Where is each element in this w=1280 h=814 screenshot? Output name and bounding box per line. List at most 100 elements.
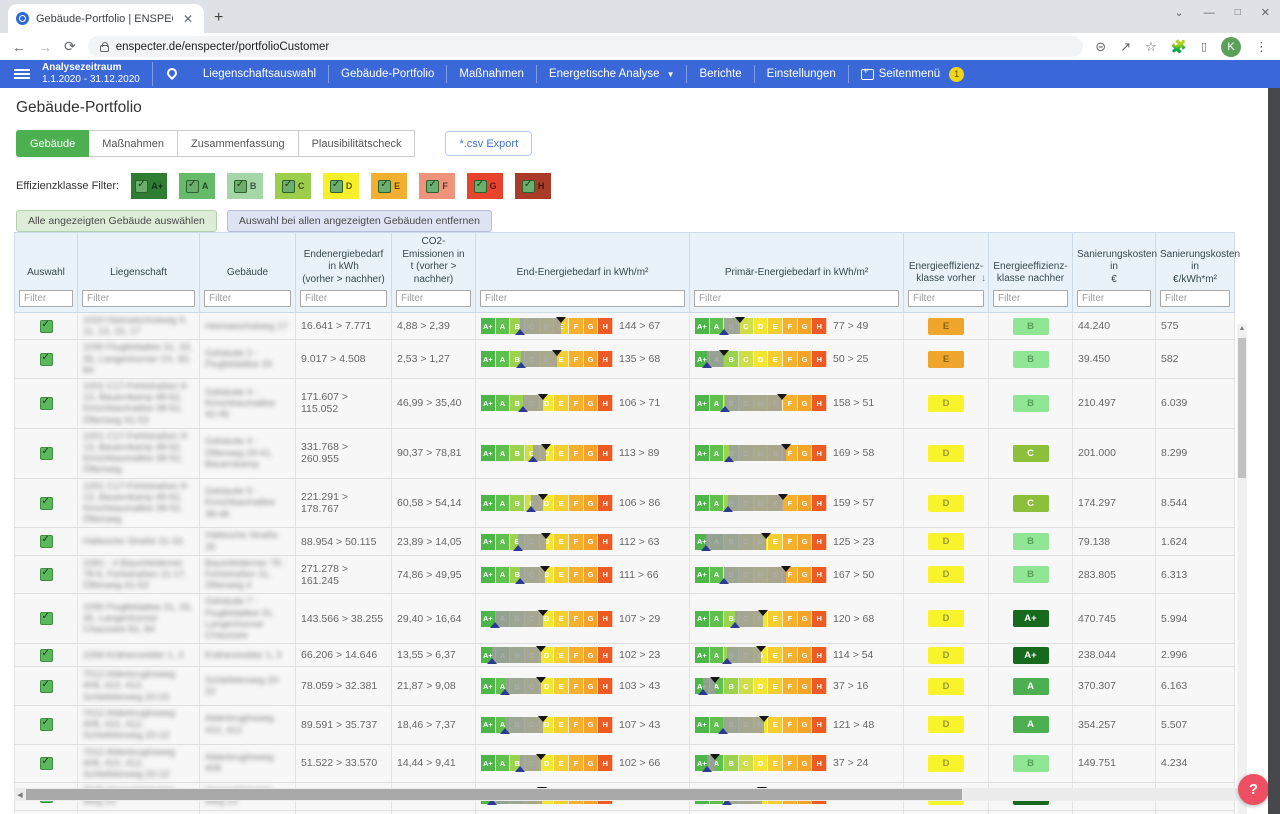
column-header[interactable]: Sanierungskosten in€/kWh*m² bbox=[1156, 232, 1235, 313]
window-menu-icon[interactable]: ⌄ bbox=[1175, 6, 1184, 19]
column-header[interactable]: End-Energiebedarf in kWh/m² bbox=[476, 232, 690, 313]
reload-icon[interactable]: ⟳ bbox=[64, 38, 76, 55]
back-icon[interactable]: ← bbox=[12, 39, 26, 55]
checkbox-checked-icon[interactable] bbox=[426, 180, 439, 193]
row-checkbox[interactable] bbox=[40, 397, 53, 410]
table-vertical-scrollbar[interactable]: ▲ bbox=[1237, 324, 1247, 814]
table-row[interactable]: 7012 Alderbrughsweg 408, 410, 412, Schle… bbox=[14, 667, 1235, 706]
class-filter-chip-g[interactable]: G bbox=[467, 173, 503, 199]
forward-icon[interactable]: → bbox=[38, 39, 52, 55]
column-filter-input[interactable] bbox=[480, 290, 685, 307]
column-header[interactable]: Sanierungskosten in€ bbox=[1073, 232, 1156, 313]
tab-close-icon[interactable]: ✕ bbox=[180, 12, 196, 26]
checkbox-checked-icon[interactable] bbox=[186, 180, 199, 193]
column-filter-input[interactable] bbox=[82, 290, 195, 307]
nav-item-gebaeude-portfolio[interactable]: Gebäude-Portfolio bbox=[329, 65, 447, 83]
column-filter-input[interactable] bbox=[19, 290, 73, 307]
deselect-all-buildings-button[interactable]: Auswahl bei allen angezeigten Gebäuden e… bbox=[227, 210, 492, 232]
nav-item-massnahmen[interactable]: Maßnahmen bbox=[447, 65, 537, 83]
hamburger-menu-icon[interactable] bbox=[14, 69, 30, 79]
column-header[interactable]: Energieeffizienz-klasse vorher↓ bbox=[904, 232, 989, 313]
table-row[interactable]: 7012 Alderbrughsweg 408, 410, 412, Schle… bbox=[14, 745, 1235, 784]
nav-item-seitenmenu[interactable]: Seitenmenü 1 bbox=[849, 65, 976, 83]
checkbox-checked-icon[interactable] bbox=[234, 180, 247, 193]
new-tab-button[interactable]: + bbox=[214, 9, 223, 27]
kebab-menu-icon[interactable]: ⋮ bbox=[1255, 39, 1268, 55]
nav-item-einstellungen[interactable]: Einstellungen bbox=[755, 65, 849, 83]
column-header[interactable]: Gebäude bbox=[200, 232, 296, 313]
column-header[interactable]: Energieeffizienz-klasse nachher bbox=[989, 232, 1073, 313]
nav-item-energetische-analyse[interactable]: Energetische Analyse▼ bbox=[537, 65, 688, 83]
table-row[interactable]: 1001 C17-Fehlstraßen 9-13, Bauernkamp 48… bbox=[14, 429, 1235, 479]
page-scrollbar[interactable] bbox=[1268, 88, 1280, 814]
scroll-up-icon[interactable]: ▲ bbox=[1237, 324, 1247, 334]
row-checkbox[interactable] bbox=[40, 718, 53, 731]
row-checkbox[interactable] bbox=[40, 568, 53, 581]
help-button[interactable]: ? bbox=[1238, 774, 1269, 805]
table-row[interactable]: 1090 Flugfeldallee 31, 33, 35, Langenhor… bbox=[14, 340, 1235, 379]
tab-gebaeude[interactable]: Gebäude bbox=[16, 130, 89, 157]
bookmark-star-icon[interactable]: ☆ bbox=[1145, 39, 1157, 55]
column-header[interactable]: Liegenschaft bbox=[78, 232, 200, 313]
extensions-puzzle-icon[interactable]: 🧩 bbox=[1171, 39, 1187, 55]
location-pin-icon[interactable] bbox=[165, 66, 179, 80]
table-row[interactable]: 7012 Alderbrughsweg 408, 410, 412, Schle… bbox=[14, 706, 1235, 745]
sidebar-icon[interactable]: ▯ bbox=[1201, 40, 1207, 53]
checkbox-checked-icon[interactable] bbox=[474, 180, 487, 193]
maximize-icon[interactable]: □ bbox=[1235, 7, 1241, 18]
checkbox-checked-icon[interactable] bbox=[330, 180, 343, 193]
checkbox-checked-icon[interactable] bbox=[282, 180, 295, 193]
table-row[interactable]: 1081 - 4 Baumfelderner 78-6, Fehlstraßen… bbox=[14, 556, 1235, 595]
column-filter-input[interactable] bbox=[396, 290, 471, 307]
row-checkbox[interactable] bbox=[40, 757, 53, 770]
nav-item-berichte[interactable]: Berichte bbox=[687, 65, 754, 83]
class-filter-chip-b[interactable]: B bbox=[227, 173, 263, 199]
share-icon[interactable]: ↗ bbox=[1120, 39, 1131, 55]
sort-descending-icon[interactable]: ↓ bbox=[981, 273, 986, 286]
row-checkbox[interactable] bbox=[40, 649, 53, 662]
class-filter-chip-a[interactable]: A bbox=[179, 173, 215, 199]
class-filter-chip-c[interactable]: C bbox=[275, 173, 311, 199]
column-header[interactable]: CO2-Emissionen int (vorher > nachher) bbox=[392, 232, 476, 313]
table-row[interactable]: 1099 Krähenredder 1, 3 Krähenredder 1, 3… bbox=[14, 644, 1235, 667]
column-header[interactable]: Endenergiebedarf in kWh(vorher > nachher… bbox=[296, 232, 392, 313]
row-checkbox[interactable] bbox=[40, 447, 53, 460]
row-checkbox[interactable] bbox=[40, 320, 53, 333]
vertical-scroll-thumb[interactable] bbox=[1238, 338, 1246, 478]
class-filter-chip-h[interactable]: H bbox=[515, 173, 551, 199]
tab-zusammenfassung[interactable]: Zusammenfassung bbox=[178, 130, 299, 157]
column-filter-input[interactable] bbox=[993, 290, 1068, 307]
table-horizontal-scrollbar[interactable]: ◀ bbox=[14, 788, 1247, 801]
table-row[interactable]: 1001 C17-Fehlstraßen 9-13, Bauernkamp 48… bbox=[14, 379, 1235, 429]
row-checkbox[interactable] bbox=[40, 680, 53, 693]
class-filter-chip-d[interactable]: D bbox=[323, 173, 359, 199]
browser-tab[interactable]: Gebäude-Portfolio | ENSPECTER ✕ bbox=[8, 4, 204, 33]
checkbox-checked-icon[interactable] bbox=[378, 180, 391, 193]
column-filter-input[interactable] bbox=[300, 290, 387, 307]
row-checkbox[interactable] bbox=[40, 535, 53, 548]
tab-massnahmen[interactable]: Maßnahmen bbox=[89, 130, 178, 157]
minimize-icon[interactable]: — bbox=[1204, 7, 1215, 19]
row-checkbox[interactable] bbox=[40, 497, 53, 510]
column-filter-input[interactable] bbox=[204, 290, 291, 307]
zoom-out-icon[interactable]: ⊝ bbox=[1095, 39, 1106, 55]
table-row[interactable]: 1001 C17-Fehlstraßen 9-13, Bauernkamp 48… bbox=[14, 479, 1235, 529]
class-filter-chip-f[interactable]: F bbox=[419, 173, 455, 199]
scroll-left-icon[interactable]: ◀ bbox=[14, 791, 26, 799]
horizontal-scroll-thumb[interactable] bbox=[26, 789, 962, 800]
class-filter-chip-e[interactable]: E bbox=[371, 173, 407, 199]
close-window-icon[interactable]: ✕ bbox=[1261, 6, 1270, 19]
tab-plausibilitaetscheck[interactable]: Plausibilitätscheck bbox=[299, 130, 416, 157]
csv-export-button[interactable]: *.csv Export bbox=[445, 131, 532, 156]
column-header[interactable]: Primär-Energiebedarf in kWh/m² bbox=[690, 232, 904, 313]
table-row[interactable]: 7014 Beltkamp 48 Beltkamp 48 264.515 > 2… bbox=[14, 811, 1235, 814]
table-row[interactable]: 1020 Heimatschulweg 9, 11, 13, 15, 17 He… bbox=[14, 313, 1235, 340]
column-header[interactable]: Auswahl bbox=[14, 232, 78, 313]
row-checkbox[interactable] bbox=[40, 612, 53, 625]
class-filter-chip-aplus[interactable]: A+ bbox=[131, 173, 167, 199]
column-filter-input[interactable] bbox=[1160, 290, 1230, 307]
nav-item-liegenschaftsauswahl[interactable]: Liegenschaftsauswahl bbox=[191, 65, 329, 83]
select-all-buildings-button[interactable]: Alle angezeigten Gebäude auswählen bbox=[16, 210, 217, 232]
column-filter-input[interactable] bbox=[694, 290, 899, 307]
checkbox-checked-icon[interactable] bbox=[522, 180, 535, 193]
